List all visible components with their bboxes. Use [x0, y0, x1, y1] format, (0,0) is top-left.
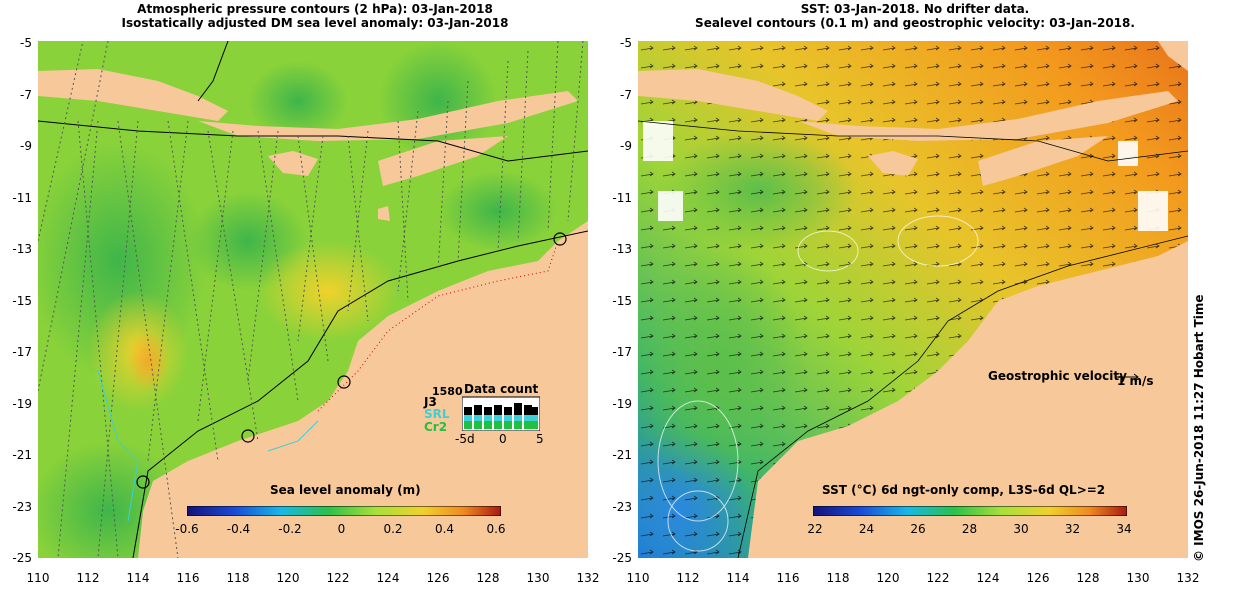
left-map — [38, 41, 588, 558]
left-colorbar-title: Sea level anomaly (m) — [270, 483, 421, 497]
x-tick-label: 124 — [976, 571, 1000, 585]
colorbar-tick-label: 0 — [337, 522, 346, 536]
x-tick-label: 126 — [426, 571, 450, 585]
data-count-label-cr2: Cr2 — [424, 420, 448, 434]
left-title-line2: Isostatically adjusted DM sea level anom… — [121, 16, 509, 30]
y-tick-label: -15 — [12, 293, 32, 308]
right-title-line1: SST: 03-Jan-2018. No drifter data. — [800, 2, 1030, 16]
colorbar-tick-label: 0.4 — [434, 522, 455, 536]
x-tick-label: 130 — [1126, 571, 1150, 585]
x-tick-label: 116 — [176, 571, 200, 585]
x-tick-label: 128 — [476, 571, 500, 585]
right-colorbar — [813, 506, 1127, 516]
data-count-label-srl: SRL — [424, 407, 450, 421]
x-tick-label: 122 — [326, 571, 350, 585]
x-tick-label: 114 — [726, 571, 750, 585]
colorbar-tick-label: 0.6 — [486, 522, 506, 536]
colorbar-tick-label: 22 — [807, 522, 823, 536]
x-tick-label: 112 — [76, 571, 100, 585]
x-tick-label: 110 — [626, 571, 650, 585]
data-count-axis-end: 5 — [536, 432, 544, 446]
colorbar-tick-label: 28 — [961, 522, 978, 536]
y-tick-label: -5 — [20, 36, 32, 50]
y-tick-label: -25 — [12, 551, 32, 565]
x-tick-label: 116 — [776, 571, 800, 585]
x-tick-label: 110 — [26, 571, 50, 585]
colorbar-tick-label: 32 — [1064, 522, 1081, 536]
velocity-scale-label: 1 m/s — [1117, 374, 1154, 388]
colorbar-tick-label: 24 — [858, 522, 875, 536]
x-tick-label: 128 — [1076, 571, 1100, 585]
x-tick-label: 124 — [376, 571, 400, 585]
y-tick-label: -13 — [12, 242, 32, 256]
x-tick-label: 112 — [676, 571, 700, 585]
data-count-label-total: 1580 — [432, 385, 463, 398]
y-tick-label: -19 — [12, 396, 32, 411]
x-tick-label: 120 — [276, 571, 300, 585]
y-tick-label: -7 — [620, 87, 632, 102]
y-tick-label: -9 — [20, 139, 32, 153]
right-map — [638, 41, 1188, 558]
y-tick-label: -7 — [20, 87, 32, 102]
data-count-axis-start: -5d — [455, 432, 475, 446]
x-tick-label: 114 — [126, 571, 150, 585]
y-tick-label: -9 — [620, 139, 632, 153]
x-tick-label: 118 — [226, 571, 250, 585]
right-colorbar-title: SST (°C) 6d ngt-only comp, L3S-6d QL>=2 — [822, 483, 1106, 497]
y-tick-label: -13 — [612, 242, 632, 256]
y-tick-label: -5 — [620, 36, 632, 50]
x-tick-label: 126 — [1026, 571, 1050, 585]
right-title-line2: Sealevel contours (0.1 m) and geostrophi… — [695, 16, 1135, 30]
y-tick-label: -23 — [12, 499, 32, 514]
colorbar-tick-label: 26 — [910, 522, 926, 536]
velocity-label: Geostrophic velocity — [988, 369, 1127, 383]
x-tick-label: 130 — [526, 571, 550, 585]
x-tick-label: 122 — [926, 571, 950, 585]
y-tick-label: -17 — [612, 345, 632, 359]
x-tick-label: 132 — [576, 571, 600, 585]
x-tick-label: 120 — [876, 571, 900, 585]
y-tick-label: -25 — [612, 551, 632, 565]
footer-credit: © IMOS 26-Jun-2018 11:27 Hobart Time — [1192, 294, 1206, 562]
y-tick-label: -19 — [612, 396, 632, 411]
y-tick-label: -11 — [12, 190, 32, 205]
colorbar-tick-label: 30 — [1013, 522, 1029, 536]
left-title-line1: Atmospheric pressure contours (2 hPa): 0… — [137, 2, 493, 16]
y-tick-label: -23 — [612, 499, 632, 514]
colorbar-tick-label: -0.6 — [175, 522, 199, 536]
y-tick-label: -15 — [612, 293, 632, 308]
y-tick-label: -11 — [612, 190, 632, 205]
x-tick-label: 118 — [826, 571, 850, 585]
y-tick-label: -21 — [612, 448, 632, 462]
x-tick-label: 132 — [1176, 571, 1200, 585]
colorbar-tick-label: 34 — [1116, 522, 1132, 536]
colorbar-tick-label: -0.2 — [278, 522, 302, 536]
colorbar-tick-label: 0.2 — [383, 522, 403, 536]
left-colorbar — [187, 506, 501, 516]
y-tick-label: -21 — [12, 448, 32, 462]
data-count-axis-zero: 0 — [499, 432, 507, 446]
data-count-chart — [462, 396, 540, 431]
colorbar-tick-label: -0.4 — [226, 522, 251, 536]
data-count-label-j3: J3 — [424, 395, 437, 409]
data-count-title: Data count — [464, 382, 539, 396]
y-tick-label: -17 — [12, 345, 32, 359]
